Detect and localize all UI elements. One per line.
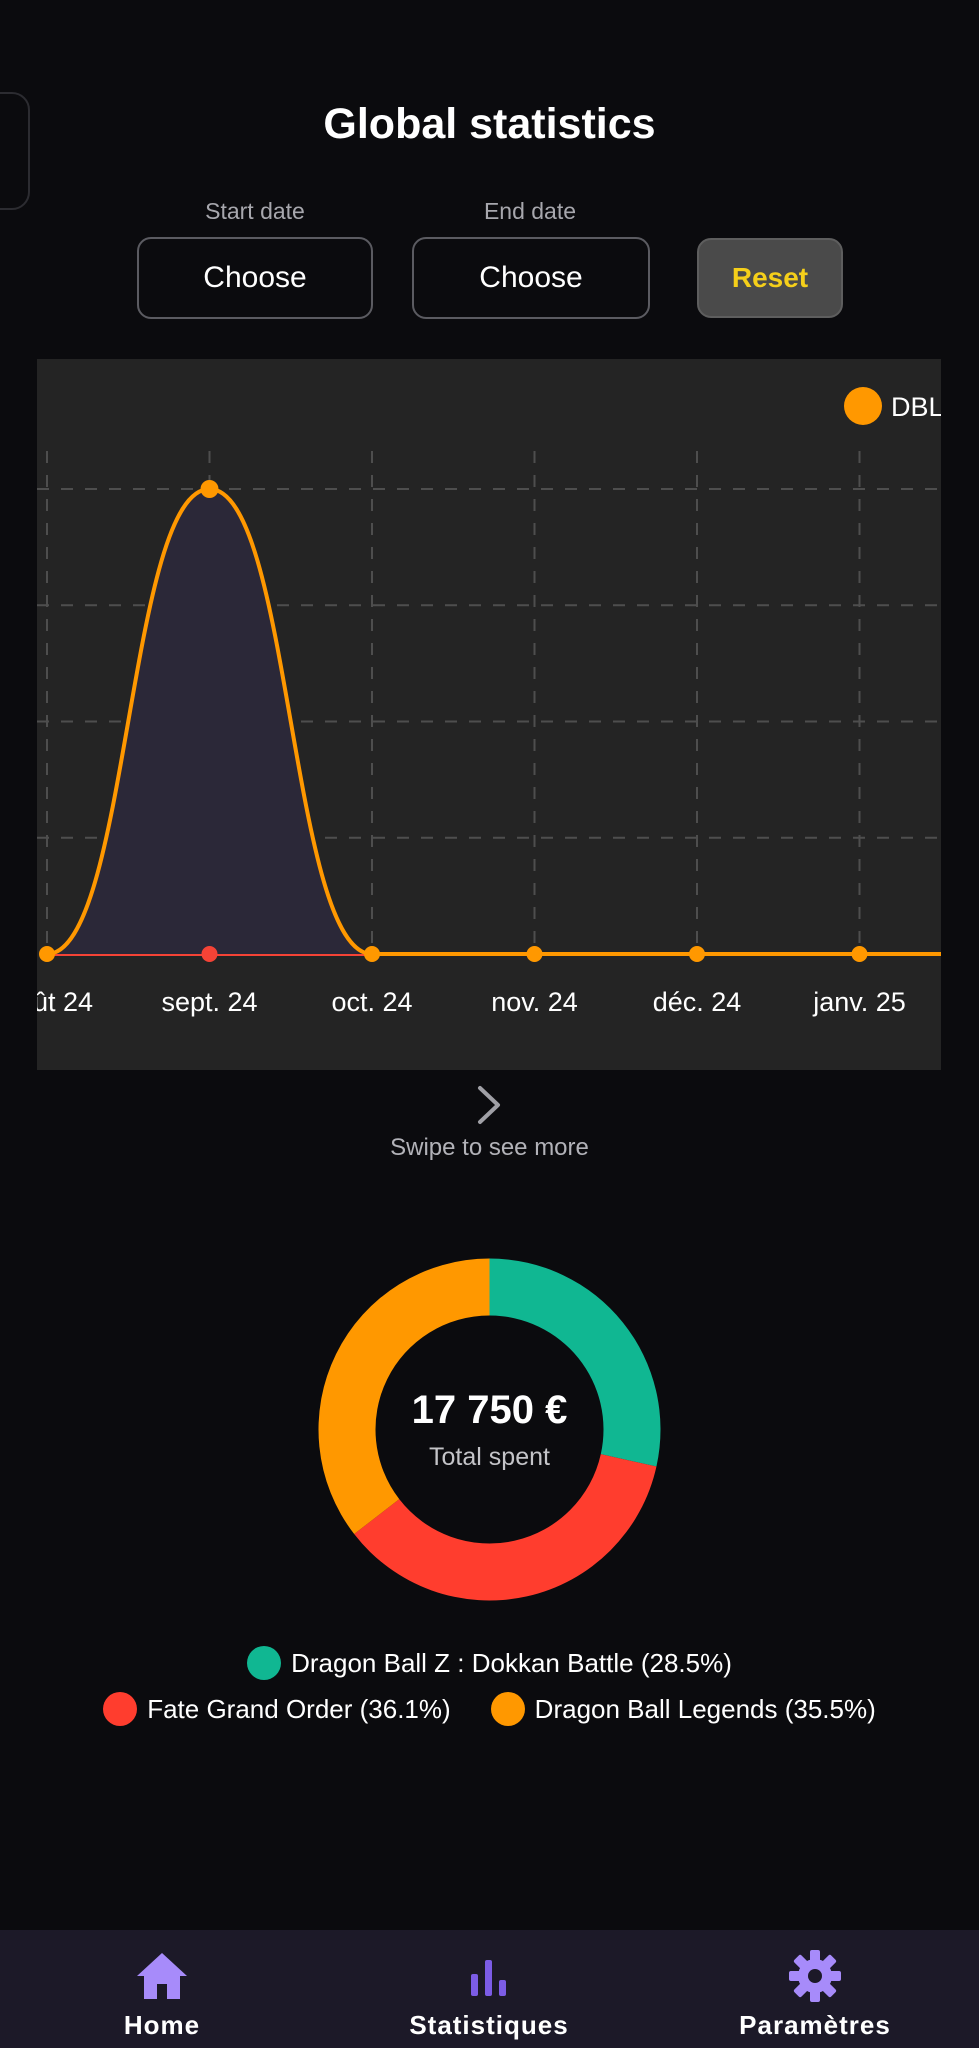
bottom-navigation: Home Statistiques Paramètres [0, 1930, 979, 2048]
donut-legend-row-2: Fate Grand Order (36.1%) Dragon Ball Leg… [0, 1692, 979, 1726]
reset-button[interactable]: Reset [697, 238, 843, 318]
start-date-label: Start date [205, 198, 305, 224]
chevron-right-icon[interactable] [470, 1082, 508, 1128]
data-point-baseline [201, 946, 218, 962]
data-point-baseline [39, 946, 55, 962]
series-area-dbl [47, 489, 372, 954]
nav-parametres[interactable]: Paramètres [685, 1950, 945, 2041]
donut-slice-dbl [318, 1258, 490, 1535]
legend-color-dot [247, 1646, 282, 1680]
legend-dot-dbl [844, 387, 882, 425]
nav-statistiques[interactable]: Statistiques [359, 1950, 619, 2041]
legend-item-fgo: Fate Grand Order (36.1%) [103, 1692, 451, 1726]
legend-color-dot [103, 1692, 138, 1726]
donut-legend-row-1: Dragon Ball Z : Dokkan Battle (28.5%) [0, 1646, 979, 1680]
end-date-button[interactable]: Choose [412, 237, 650, 319]
data-point-baseline [689, 946, 705, 962]
total-spent-value: 17 750 € [411, 1388, 568, 1432]
x-tick-label: janv. 25 [812, 987, 906, 1017]
legend-color-dot [490, 1692, 525, 1726]
x-tick-label: ût 24 [37, 987, 93, 1017]
data-point-baseline [526, 946, 543, 962]
page-title: Global statistics [323, 100, 656, 148]
spending-line-chart[interactable]: ût 24 sept. 24 oct. 24 nov. 24 déc. 24 janv. … [37, 359, 941, 1070]
data-point-dbl [200, 480, 219, 498]
total-spent-label: Total spent [429, 1443, 550, 1471]
donut-slice-fgo [354, 1454, 657, 1601]
bar-chart-icon [471, 1960, 506, 1996]
swipe-hint: Swipe to see more [390, 1134, 589, 1161]
end-date-label: End date [483, 198, 577, 224]
nav-home-label: Home [123, 2010, 201, 2040]
donut-slice-dokkan [489, 1258, 661, 1467]
legend-label: Dragon Ball Legends (35.5%) [534, 1693, 876, 1724]
legend-label: Dragon Ball Z : Dokkan Battle (28.5%) [291, 1647, 732, 1678]
home-icon [137, 1953, 187, 1999]
x-tick-label: oct. 24 [331, 987, 412, 1017]
start-date-button[interactable]: Choose [137, 237, 373, 319]
legend-label-dbl: DBL [891, 392, 941, 422]
legend-item-dokkan: Dragon Ball Z : Dokkan Battle (28.5%) [247, 1646, 732, 1680]
side-drawer-handle[interactable] [0, 92, 30, 210]
data-point-baseline [851, 946, 868, 962]
nav-parametres-label: Paramètres [739, 2010, 891, 2040]
nav-home[interactable]: Home [32, 1950, 292, 2041]
x-tick-label: sept. 24 [161, 987, 257, 1017]
legend-label: Fate Grand Order (36.1%) [147, 1693, 451, 1724]
gear-icon [789, 1950, 841, 2002]
x-tick-label: nov. 24 [491, 987, 578, 1017]
legend-item-dbl: Dragon Ball Legends (35.5%) [490, 1692, 876, 1726]
nav-statistiques-label: Statistiques [409, 2010, 569, 2040]
data-point-baseline [364, 946, 380, 962]
x-tick-label: déc. 24 [653, 987, 742, 1017]
chart-canvas: ût 24 sept. 24 oct. 24 nov. 24 déc. 24 janv. … [37, 387, 941, 1017]
spending-donut-chart [318, 1258, 661, 1601]
